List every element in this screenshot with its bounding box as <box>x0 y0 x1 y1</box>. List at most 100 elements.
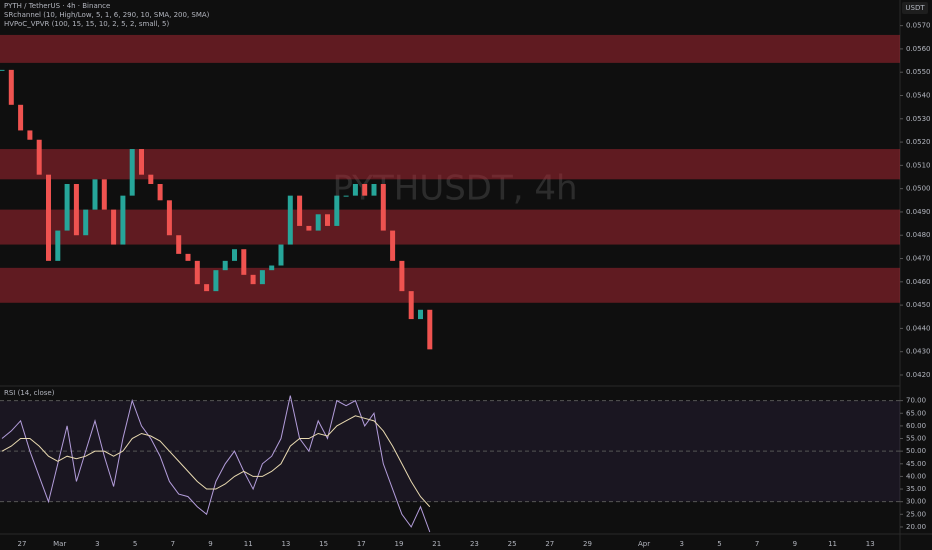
time-tick-label: 15 <box>319 540 328 548</box>
candle <box>83 209 89 236</box>
candle <box>55 230 61 261</box>
time-tick-label: 25 <box>508 540 517 548</box>
candle <box>287 195 293 245</box>
candle <box>185 253 191 261</box>
rsi-tick-label: 55.00 <box>906 435 926 443</box>
time-tick-label: 21 <box>432 540 441 548</box>
candle <box>418 309 423 320</box>
candle <box>315 214 321 231</box>
rsi-tick-label: 30.00 <box>906 498 926 506</box>
price-tick-label: 0.0460 <box>906 278 931 286</box>
time-tick-label: 7 <box>755 540 759 548</box>
candle <box>259 270 265 285</box>
candle <box>148 174 154 184</box>
symbol-title: PYTH / TetherUS · 4h · Binance <box>4 2 110 10</box>
price-tick-label: 0.0570 <box>906 22 931 30</box>
price-tick-label: 0.0470 <box>906 255 931 263</box>
time-tick-label: 5 <box>717 540 721 548</box>
candle <box>157 183 163 201</box>
sr-zone <box>0 149 900 180</box>
rsi-tick-label: 20.00 <box>906 523 926 531</box>
candle <box>213 270 219 292</box>
candle <box>46 174 51 261</box>
price-tick-label: 0.0540 <box>906 91 931 99</box>
price-tick-label: 0.0500 <box>906 185 931 193</box>
candle <box>139 149 144 175</box>
candle <box>73 183 79 236</box>
candle <box>129 149 135 196</box>
candle <box>204 284 210 292</box>
candle <box>352 183 358 196</box>
rsi-tick-label: 60.00 <box>906 422 926 430</box>
price-tick-label: 0.0420 <box>906 371 931 379</box>
candle <box>8 69 14 105</box>
time-tick-label: 29 <box>583 540 592 548</box>
price-tick-label: 0.0560 <box>906 45 931 53</box>
rsi-tick-label: 25.00 <box>906 510 926 518</box>
sr-zone <box>0 209 900 245</box>
candle <box>250 274 256 285</box>
time-tick-label: 5 <box>133 540 137 548</box>
time-tick-label: 3 <box>95 540 99 548</box>
candle <box>111 209 117 245</box>
indicator-label: HVPoC_VPVR (100, 15, 15, 10, 2, 5, 2, sm… <box>4 20 169 28</box>
rsi-tick-label: 65.00 <box>906 409 926 417</box>
rsi-line <box>1 395 431 533</box>
price-tick-label: 0.0430 <box>906 348 931 356</box>
candle <box>194 260 200 285</box>
candle <box>371 183 377 196</box>
candle <box>101 179 107 210</box>
rsi-title: RSI (14, close) <box>4 389 55 397</box>
candle <box>390 230 396 261</box>
sr-zone <box>0 267 900 303</box>
candle <box>166 200 172 236</box>
time-tick-label: 23 <box>470 540 479 548</box>
rsi-tick-label: 35.00 <box>906 485 926 493</box>
rsi-tick-label: 70.00 <box>906 397 926 405</box>
price-tick-label: 0.0490 <box>906 208 931 216</box>
candle <box>325 214 330 226</box>
time-tick-label: 11 <box>828 540 837 548</box>
candle <box>306 225 312 231</box>
price-tick-label: 0.0520 <box>906 138 931 146</box>
rsi-tick-label: 45.00 <box>906 460 926 468</box>
currency[interactable]: USDT <box>905 4 925 12</box>
candle <box>18 104 24 131</box>
time-tick-label: 11 <box>244 540 253 548</box>
indicator-label: SRchannel (10, High/Low, 5, 1, 6, 290, 1… <box>4 11 210 19</box>
candle <box>408 291 414 320</box>
candle <box>241 249 247 275</box>
time-tick-label: 13 <box>866 540 875 548</box>
candle <box>120 195 126 245</box>
price-tick-label: 0.0480 <box>906 231 931 239</box>
rsi-line <box>1 415 431 508</box>
candle <box>0 69 5 71</box>
candle <box>92 179 98 210</box>
rsi-tick-label: 40.00 <box>906 472 926 480</box>
price-tick-label: 0.0530 <box>906 115 931 123</box>
candle <box>362 183 368 196</box>
price-tick-label: 0.0550 <box>906 68 931 76</box>
time-tick-label: 9 <box>793 540 797 548</box>
candle <box>427 309 433 350</box>
time-tick-label: 27 <box>18 540 27 548</box>
time-tick-label: Apr <box>638 540 650 548</box>
candle <box>36 139 42 175</box>
candle <box>380 183 386 231</box>
candle <box>64 183 70 231</box>
price-tick-label: 0.0440 <box>906 324 931 332</box>
time-tick-label: 19 <box>395 540 404 548</box>
time-tick-label: 13 <box>281 540 290 548</box>
candle <box>232 249 237 261</box>
time-tick-label: 17 <box>357 540 366 548</box>
time-tick-label: 9 <box>208 540 212 548</box>
candle <box>176 235 182 254</box>
sr-zone <box>0 34 900 63</box>
candle <box>269 265 275 271</box>
time-tick-label: 3 <box>680 540 684 548</box>
currency-box[interactable] <box>902 2 928 14</box>
price-tick-label: 0.0450 <box>906 301 931 309</box>
candle <box>334 195 340 226</box>
price-tick-label: 0.0510 <box>906 161 931 169</box>
